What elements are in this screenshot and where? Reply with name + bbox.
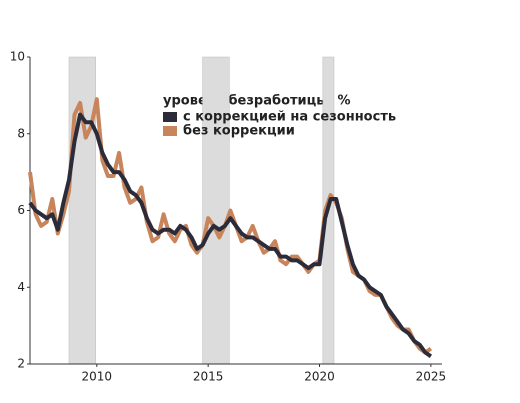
series-line bbox=[28, 112, 433, 358]
x-tick-label: 2020 bbox=[304, 370, 335, 384]
legend-label: с коррекцией на сезонность bbox=[183, 110, 396, 125]
legend-swatch bbox=[163, 112, 177, 122]
y-tick-label: 4 bbox=[17, 280, 25, 294]
legend-swatch bbox=[163, 126, 177, 136]
legend-title: уровень безработицы, % bbox=[163, 94, 351, 109]
y-tick-label: 2 bbox=[17, 357, 25, 371]
legend-label: без коррекции bbox=[183, 124, 295, 139]
highlight-band bbox=[68, 56, 96, 365]
y-tick-label: 6 bbox=[17, 203, 25, 217]
x-tick-label: 2015 bbox=[193, 370, 224, 384]
highlight-band bbox=[202, 56, 230, 365]
x-tick-label: 2025 bbox=[416, 370, 447, 384]
x-tick-label: 2010 bbox=[82, 370, 113, 384]
y-tick-label: 10 bbox=[10, 50, 25, 64]
y-tick-label: 8 bbox=[17, 126, 25, 140]
